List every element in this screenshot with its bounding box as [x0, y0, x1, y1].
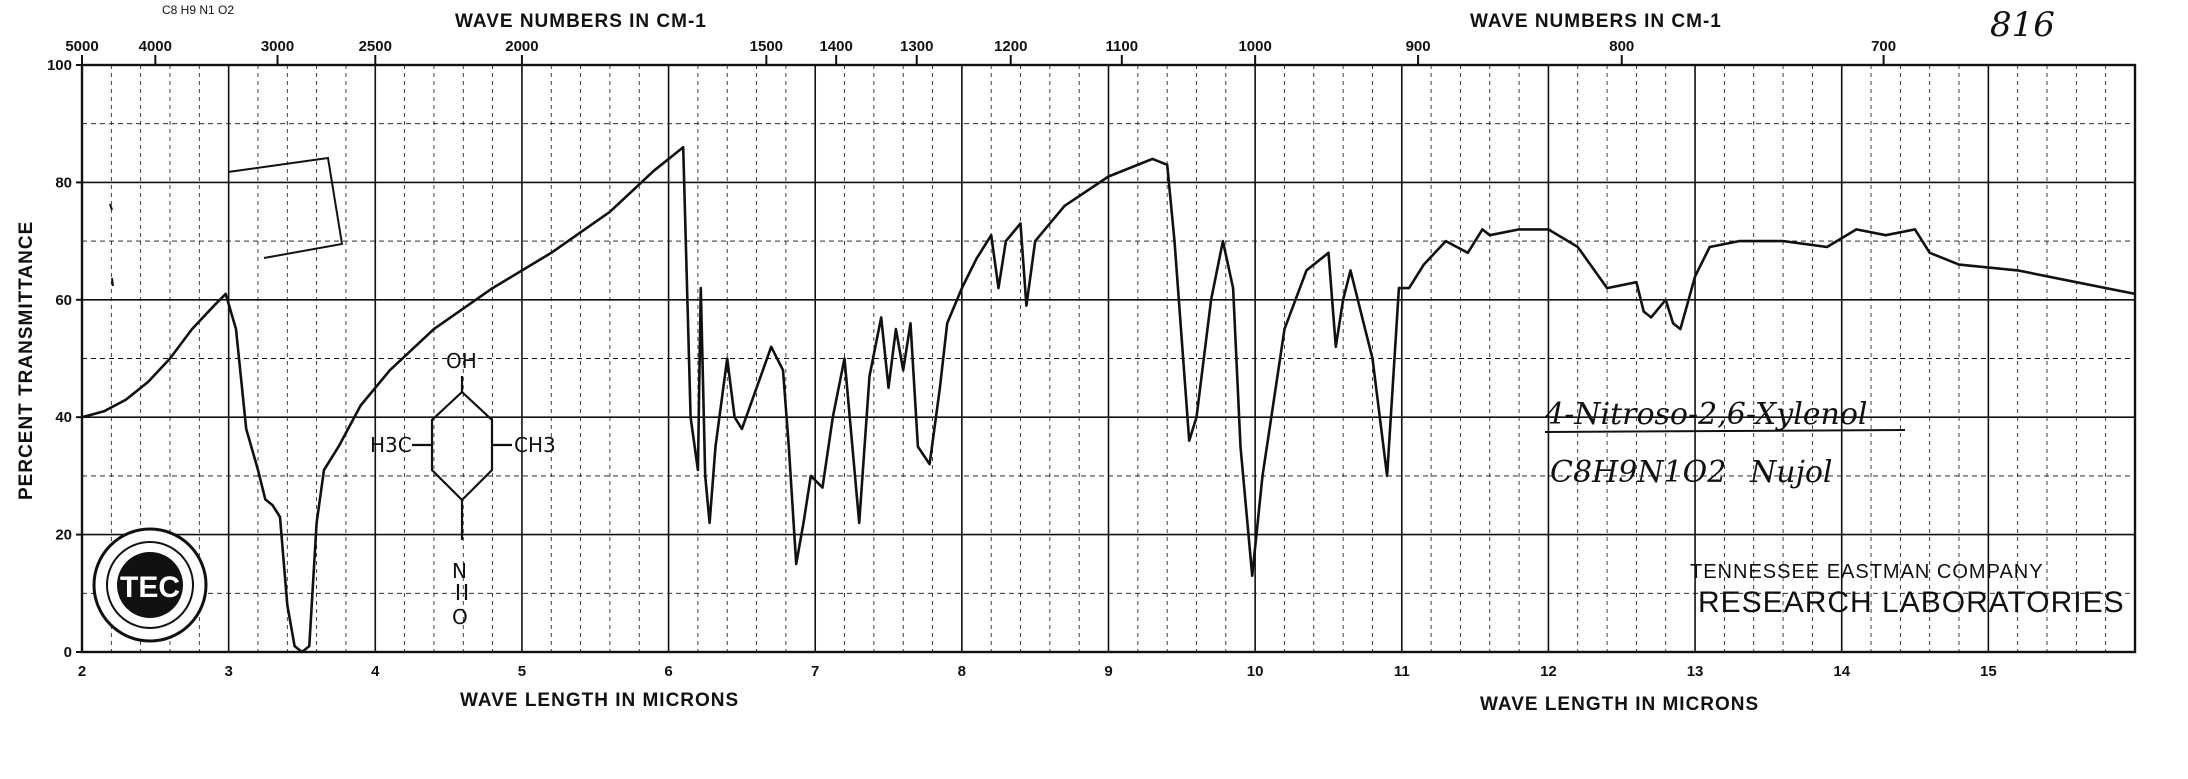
- wavenumber-tick-label: 5000: [65, 38, 98, 55]
- x-tick-label: 13: [1687, 663, 1704, 680]
- x-tick-label: 6: [664, 663, 672, 680]
- x-tick-label: 10: [1247, 663, 1264, 680]
- y-axis-label: PERCENT TRANSMITTANCE: [16, 221, 37, 500]
- logo-monogram: TEC: [120, 571, 180, 604]
- wavenumber-ticks: 5000 4000 3000 2500 2000 1500 1400 1300 1200 1100…: [65, 38, 1896, 65]
- x-tick-label: 4: [371, 663, 380, 680]
- wavenumber-tick-label: 1400: [819, 38, 852, 55]
- x-tick-label: 15: [1980, 663, 1997, 680]
- page-number: 816: [1990, 5, 2055, 45]
- y-tick-label: 40: [55, 409, 72, 426]
- y-tick-label: 60: [55, 292, 72, 309]
- wavenumber-tick-label: 900: [1406, 38, 1431, 55]
- structure-left-methyl: H3C: [370, 433, 412, 457]
- wavenumber-tick-label: 1500: [750, 38, 783, 55]
- x-tick-label: 9: [1104, 663, 1112, 680]
- wavelength-axis-label-right: WAVE LENGTH IN MICRONS: [1480, 694, 1759, 715]
- wavelength-ticks: 2 3 4 5 6 7 8 9 10 11 12 13 14 15: [78, 663, 1997, 680]
- wavenumber-tick-label: 2000: [505, 38, 538, 55]
- y-tick-label: 80: [55, 174, 72, 191]
- sample-medium: Nujol: [1749, 455, 1833, 490]
- calibration-marks: [110, 158, 342, 286]
- wavenumber-tick-label: 700: [1871, 38, 1896, 55]
- y-tick-label: 20: [55, 527, 72, 544]
- x-tick-label: 5: [518, 663, 526, 680]
- formula-header: C8 H9 N1 O2: [162, 3, 234, 17]
- wavenumber-axis-label-left: WAVE NUMBERS IN CM-1: [455, 11, 707, 32]
- compound-name: 4-Nitroso-2,6-Xylenol: [1544, 397, 1868, 432]
- structure-right-methyl: CH3: [514, 433, 556, 457]
- x-tick-label: 2: [78, 663, 86, 680]
- compound-formula: C8H9N1O2: [1550, 455, 1726, 490]
- company-division: RESEARCH LABORATORIES: [1698, 586, 2125, 619]
- structure-n-label: N: [452, 559, 467, 583]
- structure-o-label: O: [452, 605, 468, 629]
- wavenumber-tick-label: 3000: [261, 38, 294, 55]
- x-tick-label: 12: [1540, 663, 1557, 680]
- structure-oh-label: OH: [446, 349, 477, 373]
- wavenumber-axis-label-right: WAVE NUMBERS IN CM-1: [1470, 11, 1722, 32]
- y-tick-label: 0: [64, 644, 72, 661]
- x-tick-label: 11: [1394, 663, 1410, 680]
- wavenumber-tick-label: 4000: [139, 38, 172, 55]
- wavenumber-tick-label: 1000: [1238, 38, 1271, 55]
- transmittance-ticks: 0 20 40 60 80 100: [47, 57, 82, 661]
- x-tick-label: 14: [1833, 663, 1850, 680]
- wavenumber-tick-label: 2500: [359, 38, 392, 55]
- y-tick-label: 100: [47, 57, 72, 74]
- wavenumber-tick-label: 1100: [1106, 38, 1139, 55]
- x-tick-label: 7: [811, 663, 819, 680]
- company-name: TENNESSEE EASTMAN COMPANY: [1690, 561, 2044, 583]
- chemical-structure: OH H3C CH3 N O: [370, 349, 556, 629]
- wavelength-axis-label-left: WAVE LENGTH IN MICRONS: [460, 690, 739, 711]
- company-logo-seal: TEC: [94, 529, 206, 641]
- wavenumber-tick-label: 1200: [994, 38, 1027, 55]
- x-tick-label: 8: [958, 663, 966, 680]
- wavenumber-tick-label: 800: [1609, 38, 1634, 55]
- x-tick-label: 3: [224, 663, 232, 680]
- wavenumber-tick-label: 1300: [900, 38, 933, 55]
